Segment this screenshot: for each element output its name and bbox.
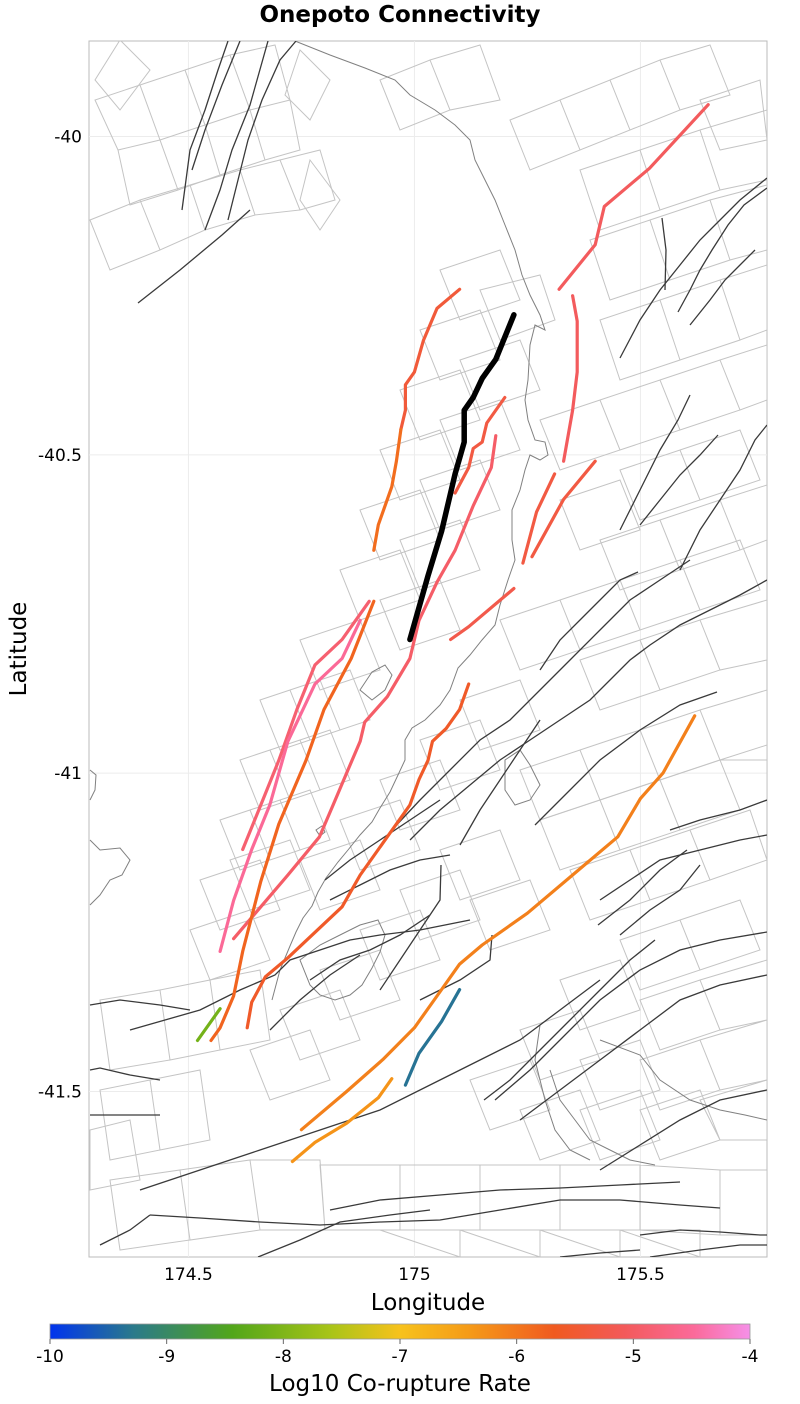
corupture-fault-trace <box>453 395 507 495</box>
corupture-fault-trace <box>449 586 516 642</box>
y-axis-ticks: -40 -40.5 -41 -41.5 <box>38 127 82 1102</box>
y-axis-label: Latitude <box>6 602 32 697</box>
y-tick-label: -40 <box>54 127 82 147</box>
coastline <box>89 41 767 1166</box>
colorbar-ticks: -10 -9 -8 -7 -6 -5 -4 <box>36 1339 758 1367</box>
corupture-fault-trace <box>557 103 710 291</box>
colorbar <box>49 1323 751 1340</box>
grid-lines <box>89 41 767 1257</box>
colorbar-tick-label: -8 <box>275 1347 292 1367</box>
selected-fault <box>407 312 517 643</box>
corupture-fault-trace <box>299 714 697 1132</box>
x-tick-label: 175 <box>398 1265 430 1285</box>
y-tick-label: -41 <box>54 764 82 784</box>
corupture-fault-trace <box>521 472 557 565</box>
colorbar-tick-label: -5 <box>625 1347 642 1367</box>
corupture-fault-trace <box>561 294 579 463</box>
corupture-faults <box>195 103 710 1164</box>
colorbar-tick-label: -10 <box>36 1347 64 1367</box>
onepoto-fault-trace <box>407 312 517 643</box>
y-tick-label: -40.5 <box>38 446 82 466</box>
colorbar-tick-label: -4 <box>742 1347 759 1367</box>
corupture-fault-trace <box>245 682 471 1030</box>
x-axis-ticks: 174.5 175 175.5 <box>164 1265 665 1285</box>
corupture-fault-trace <box>403 987 462 1087</box>
y-tick-label: -41.5 <box>38 1082 82 1102</box>
corupture-fault-trace <box>209 599 376 1043</box>
corupture-fault-trace <box>232 434 498 941</box>
corupture-fault-trace <box>218 618 362 954</box>
plot-area <box>88 40 768 1258</box>
corupture-fault-trace <box>530 459 597 559</box>
corupture-fault-trace <box>372 427 403 552</box>
x-tick-label: 175.5 <box>616 1265 665 1285</box>
background-faults <box>89 41 767 1257</box>
corupture-fault-trace <box>241 599 371 852</box>
corupture-fault-trace <box>290 1077 394 1164</box>
colorbar-label: Log10 Co-rupture Rate <box>269 1371 531 1397</box>
corupture-fault-trace <box>399 287 462 431</box>
x-tick-label: 174.5 <box>164 1265 213 1285</box>
colorbar-tick-label: -7 <box>392 1347 409 1367</box>
corupture-fault-trace <box>195 1007 222 1043</box>
colorbar-tick-label: -9 <box>158 1347 175 1367</box>
x-axis-label: Longitude <box>371 1290 485 1316</box>
map-title: Onepoto Connectivity <box>259 2 541 28</box>
colorbar-tick-label: -6 <box>508 1347 525 1367</box>
